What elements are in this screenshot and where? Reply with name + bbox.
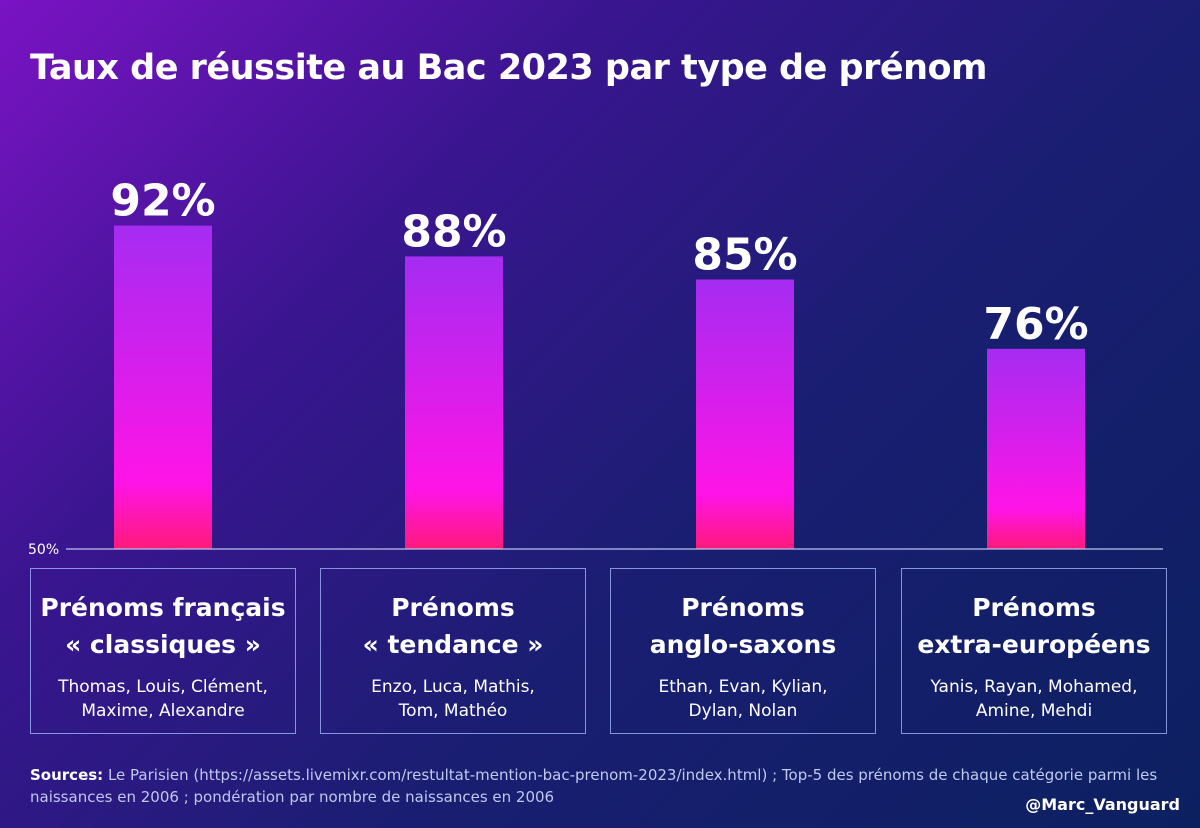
chart-title: Taux de réussite au Bac 2023 par type de… [30, 48, 988, 88]
category-box-extra-europeens: Prénoms extra-européens Yanis, Rayan, Mo… [901, 568, 1167, 734]
sources-note: Sources: Le Parisien (https://assets.liv… [30, 764, 1170, 808]
category-title-line: Prénoms [681, 593, 805, 622]
category-examples-line: Dylan, Nolan [688, 701, 798, 721]
sources-text: Le Parisien (https://assets.livemixr.com… [30, 766, 1158, 806]
author-handle: @Marc_Vanguard [1025, 795, 1180, 814]
category-title-line: « tendance » [362, 630, 544, 659]
bar-2 [405, 256, 503, 549]
bar-value-label-2: 88% [401, 206, 506, 257]
category-examples-line: Maxime, Alexandre [81, 701, 245, 721]
bar-4 [987, 348, 1085, 549]
bar-chart: 92% 88% 85% 76% 50% [28, 176, 1163, 558]
category-examples: Enzo, Luca, Mathis, Tom, Mathéo [321, 675, 585, 723]
category-title-line: anglo-saxons [649, 630, 837, 659]
category-examples-line: Enzo, Luca, Mathis, [371, 677, 535, 697]
bar-value-label-4: 76% [983, 299, 1088, 350]
category-box-anglo-saxons: Prénoms anglo-saxons Ethan, Evan, Kylian… [610, 568, 876, 734]
sources-label: Sources: [30, 766, 104, 784]
baseline-tick-label: 50% [28, 542, 59, 558]
bar-value-label-3: 85% [692, 230, 797, 281]
bar-3 [696, 279, 794, 549]
category-examples-line: Ethan, Evan, Kylian, [658, 677, 828, 697]
category-examples: Yanis, Rayan, Mohamed, Amine, Mehdi [902, 675, 1166, 723]
category-examples-line: Thomas, Louis, Clément, [58, 677, 268, 697]
category-box-classiques: Prénoms français « classiques » Thomas, … [30, 568, 296, 734]
bar-1 [114, 225, 212, 549]
category-box-tendance: Prénoms « tendance » Enzo, Luca, Mathis,… [320, 568, 586, 734]
category-title-line: Prénoms [391, 593, 515, 622]
bar-value-label-1: 92% [110, 176, 215, 227]
category-examples-line: Amine, Mehdi [975, 701, 1093, 721]
category-examples: Thomas, Louis, Clément, Maxime, Alexandr… [31, 675, 295, 723]
category-examples: Ethan, Evan, Kylian, Dylan, Nolan [611, 675, 875, 723]
category-examples-line: Tom, Mathéo [398, 701, 508, 721]
category-title-line: Prénoms français [40, 593, 286, 622]
category-title-line: Prénoms [972, 593, 1096, 622]
category-title-line: extra-européens [917, 630, 1151, 659]
category-title-line: « classiques » [65, 630, 261, 659]
category-examples-line: Yanis, Rayan, Mohamed, [930, 677, 1138, 697]
